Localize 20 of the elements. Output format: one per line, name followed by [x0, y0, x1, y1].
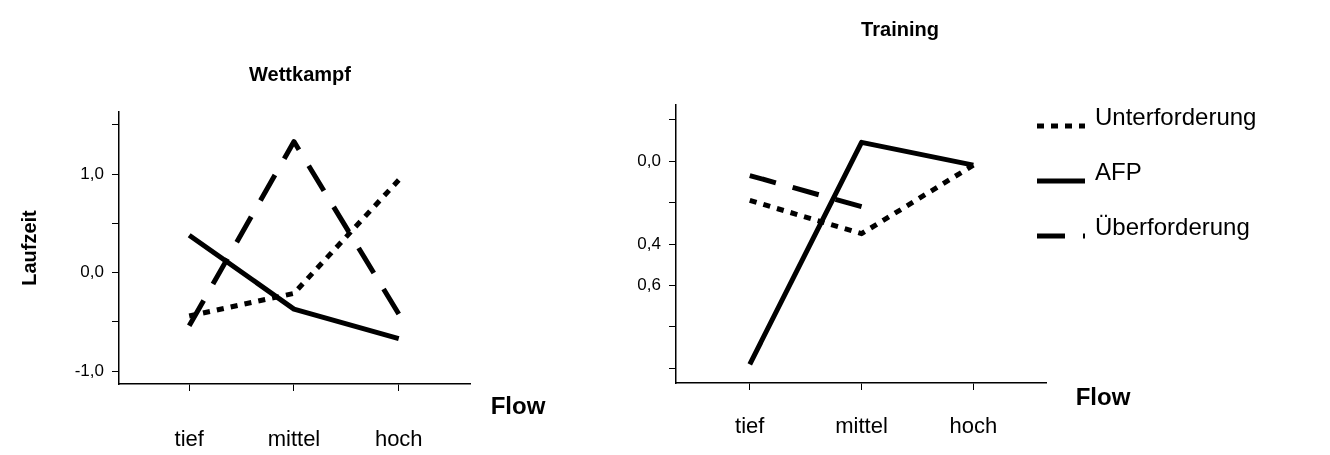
chart-title: Wettkampf — [249, 62, 352, 85]
x-tick-label: tief — [735, 413, 766, 439]
x-tick-label: mittel — [835, 413, 888, 439]
legend-label: Überforderung — [1095, 212, 1250, 240]
y-tick-label: 0,0 — [80, 262, 104, 282]
y-axis-title: Laufzeit — [17, 209, 40, 286]
legend-label: AFP — [1095, 157, 1142, 185]
x-tick-label: hoch — [374, 426, 423, 452]
x-axis-title: Flow — [490, 391, 546, 419]
x-tick-label: hoch — [949, 413, 998, 439]
x-axis-title: Flow — [1075, 382, 1131, 410]
legend-label: Unterforderung — [1095, 102, 1257, 130]
y-tick-label: 0,0 — [637, 150, 661, 170]
y-tick-label: 1,0 — [80, 163, 104, 183]
y-tick-label: -1,0 — [74, 360, 104, 380]
chart-title: Training — [861, 17, 939, 40]
x-tick-label: mittel — [267, 426, 321, 452]
y-tick-label: 0,4 — [637, 233, 661, 253]
x-tick-label: tief — [174, 426, 205, 452]
y-tick-label: 0,6 — [637, 275, 661, 295]
